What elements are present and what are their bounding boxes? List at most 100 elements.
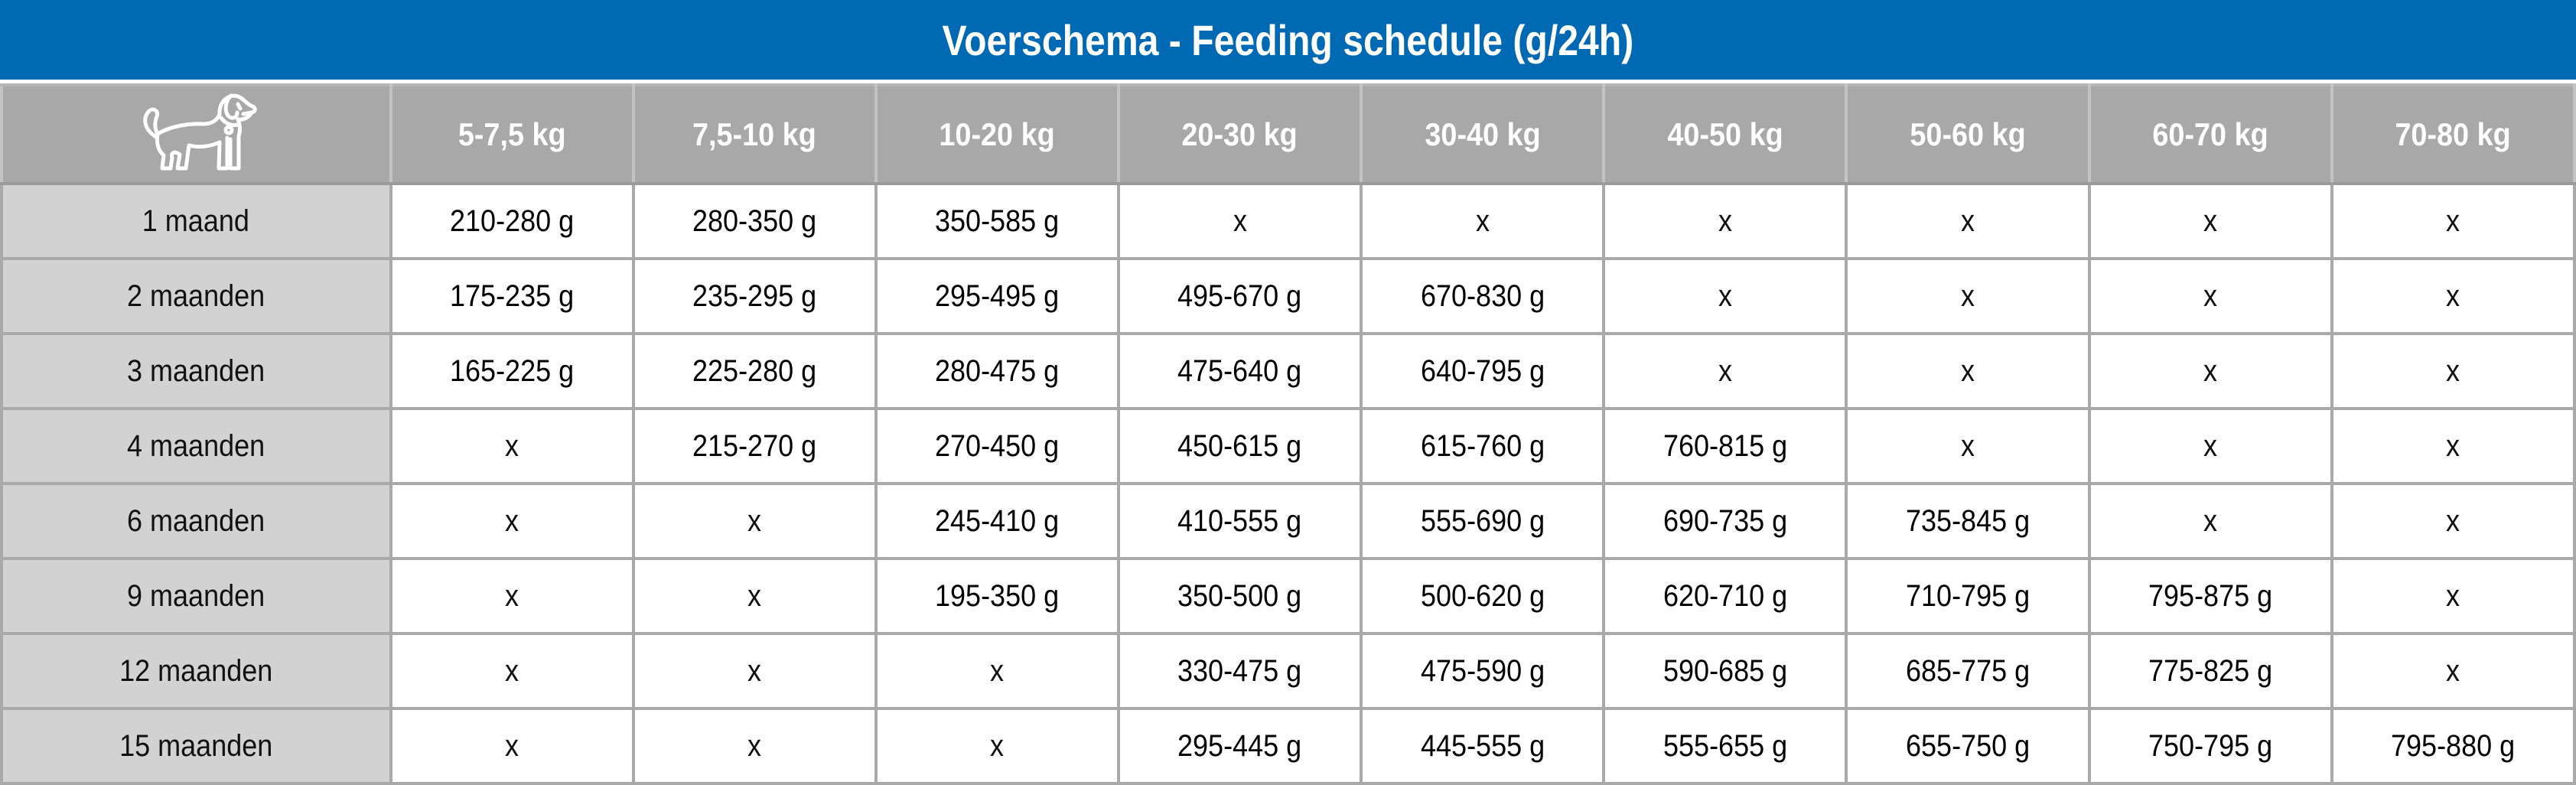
column-header-label: 40-50 kg (1667, 116, 1783, 152)
value-text: 775-825 g (2148, 653, 2273, 688)
table-header-row: 5-7,5 kg 7,5-10 kg 10-20 kg 20-30 kg 30-40 k… (0, 83, 2576, 185)
value-cell: 750-795 g (2087, 707, 2333, 785)
row-label-text: 3 maanden (127, 353, 265, 388)
value-cell: 295-495 g (874, 257, 1120, 335)
column-header-label: 60-70 kg (2152, 116, 2268, 152)
value-text: 330-475 g (1177, 653, 1302, 688)
title-bar: Voerschema - Feeding schedule (g/24h) (0, 0, 2576, 80)
value-text: x (2203, 428, 2218, 463)
value-text: x (1475, 204, 1490, 238)
value-text: x (2203, 353, 2218, 388)
value-text: 735-845 g (1905, 503, 2031, 538)
value-text: x (990, 728, 1005, 763)
value-text: 270-450 g (935, 428, 1060, 463)
value-cell-empty: x (389, 407, 635, 485)
value-text: 445-555 g (1420, 728, 1545, 763)
value-text: 750-795 g (2148, 728, 2273, 763)
value-text: 475-640 g (1177, 353, 1302, 388)
value-cell-empty: x (2330, 182, 2576, 260)
value-text: 245-410 g (935, 503, 1060, 538)
column-header-label: 70-80 kg (2395, 116, 2512, 152)
column-header-label: 30-40 kg (1425, 116, 1541, 152)
value-text: x (1961, 278, 1975, 313)
table-row: 6 maanden x x 245-410 g 410-555 g 555-690 g 69… (0, 482, 2576, 560)
value-text: x (747, 503, 762, 538)
value-cell: 640-795 g (1360, 332, 1606, 410)
value-cell-empty: x (1845, 407, 2091, 485)
page-title: Voerschema - Feeding schedule (g/24h) (886, 15, 1690, 65)
value-cell: 165-225 g (389, 332, 635, 410)
column-header-8: 70-80 kg (2330, 83, 2576, 185)
value-cell: 195-350 g (874, 557, 1120, 635)
value-cell: 555-655 g (1602, 707, 1848, 785)
value-text: 280-475 g (935, 353, 1060, 388)
value-cell: 775-825 g (2087, 632, 2333, 710)
column-header-4: 30-40 kg (1360, 83, 1606, 185)
table-row: 2 maanden 175-235 g 235-295 g 295-495 g 495-… (0, 257, 2576, 335)
value-text: 670-830 g (1420, 278, 1545, 313)
row-label: 15 maanden (0, 707, 392, 785)
value-cell: 445-555 g (1360, 707, 1606, 785)
value-text: 295-495 g (935, 278, 1060, 313)
value-text: x (747, 653, 762, 688)
column-header-6: 50-60 kg (1845, 83, 2091, 185)
value-cell-empty: x (1602, 257, 1848, 335)
value-text: 235-295 g (692, 278, 817, 313)
value-cell: 215-270 g (631, 407, 878, 485)
value-cell-empty: x (389, 707, 635, 785)
value-text: 795-875 g (2148, 578, 2273, 613)
value-text: x (1961, 353, 1975, 388)
value-text: 350-585 g (935, 204, 1060, 238)
value-cell-empty: x (389, 557, 635, 635)
value-cell-empty: x (631, 482, 878, 560)
column-header-label: 7,5-10 kg (692, 116, 817, 152)
value-cell: 655-750 g (1845, 707, 2091, 785)
value-text: x (1961, 204, 1975, 238)
value-cell: 760-815 g (1602, 407, 1848, 485)
value-cell-empty: x (874, 632, 1120, 710)
value-cell: 410-555 g (1116, 482, 1363, 560)
value-cell: 685-775 g (1845, 632, 2091, 710)
value-cell-empty: x (2330, 407, 2576, 485)
row-label: 9 maanden (0, 557, 392, 635)
value-text: x (2446, 578, 2460, 613)
value-cell-empty: x (631, 557, 878, 635)
row-label-text: 6 maanden (127, 503, 265, 538)
column-header-3: 20-30 kg (1116, 83, 1363, 185)
value-cell-empty: x (389, 482, 635, 560)
value-cell: 295-445 g (1116, 707, 1363, 785)
value-cell: 795-880 g (2330, 707, 2576, 785)
value-cell-empty: x (2330, 632, 2576, 710)
value-text: x (1718, 204, 1732, 238)
column-header-0: 5-7,5 kg (389, 83, 635, 185)
value-cell: 330-475 g (1116, 632, 1363, 710)
column-header-label: 20-30 kg (1181, 116, 1298, 152)
value-cell: 350-585 g (874, 182, 1120, 260)
table-row: 3 maanden 165-225 g 225-280 g 280-475 g 475-… (0, 332, 2576, 410)
value-cell-empty: x (2330, 332, 2576, 410)
column-header-2: 10-20 kg (874, 83, 1120, 185)
value-text: 210-280 g (450, 204, 575, 238)
corner-header-cell (0, 83, 392, 185)
value-cell-empty: x (2087, 407, 2333, 485)
row-label-text: 1 maand (142, 204, 250, 238)
value-text: 795-880 g (2391, 728, 2516, 763)
value-cell-empty: x (2087, 257, 2333, 335)
column-header-1: 7,5-10 kg (631, 83, 878, 185)
value-text: x (747, 578, 762, 613)
value-cell-empty: x (389, 632, 635, 710)
table-row: 15 maanden x x x 295-445 g 445-555 g 555-655 g… (0, 707, 2576, 785)
value-cell: 795-875 g (2087, 557, 2333, 635)
value-text: x (747, 728, 762, 763)
value-text: x (505, 578, 519, 613)
value-text: 450-615 g (1177, 428, 1302, 463)
value-cell: 620-710 g (1602, 557, 1848, 635)
row-label: 3 maanden (0, 332, 392, 410)
value-text: 350-500 g (1177, 578, 1302, 613)
value-cell: 555-690 g (1360, 482, 1606, 560)
value-cell-empty: x (1845, 257, 2091, 335)
table-row: 4 maanden x 215-270 g 270-450 g 450-615 g 615… (0, 407, 2576, 485)
value-cell: 590-685 g (1602, 632, 1848, 710)
value-text: x (2203, 204, 2218, 238)
